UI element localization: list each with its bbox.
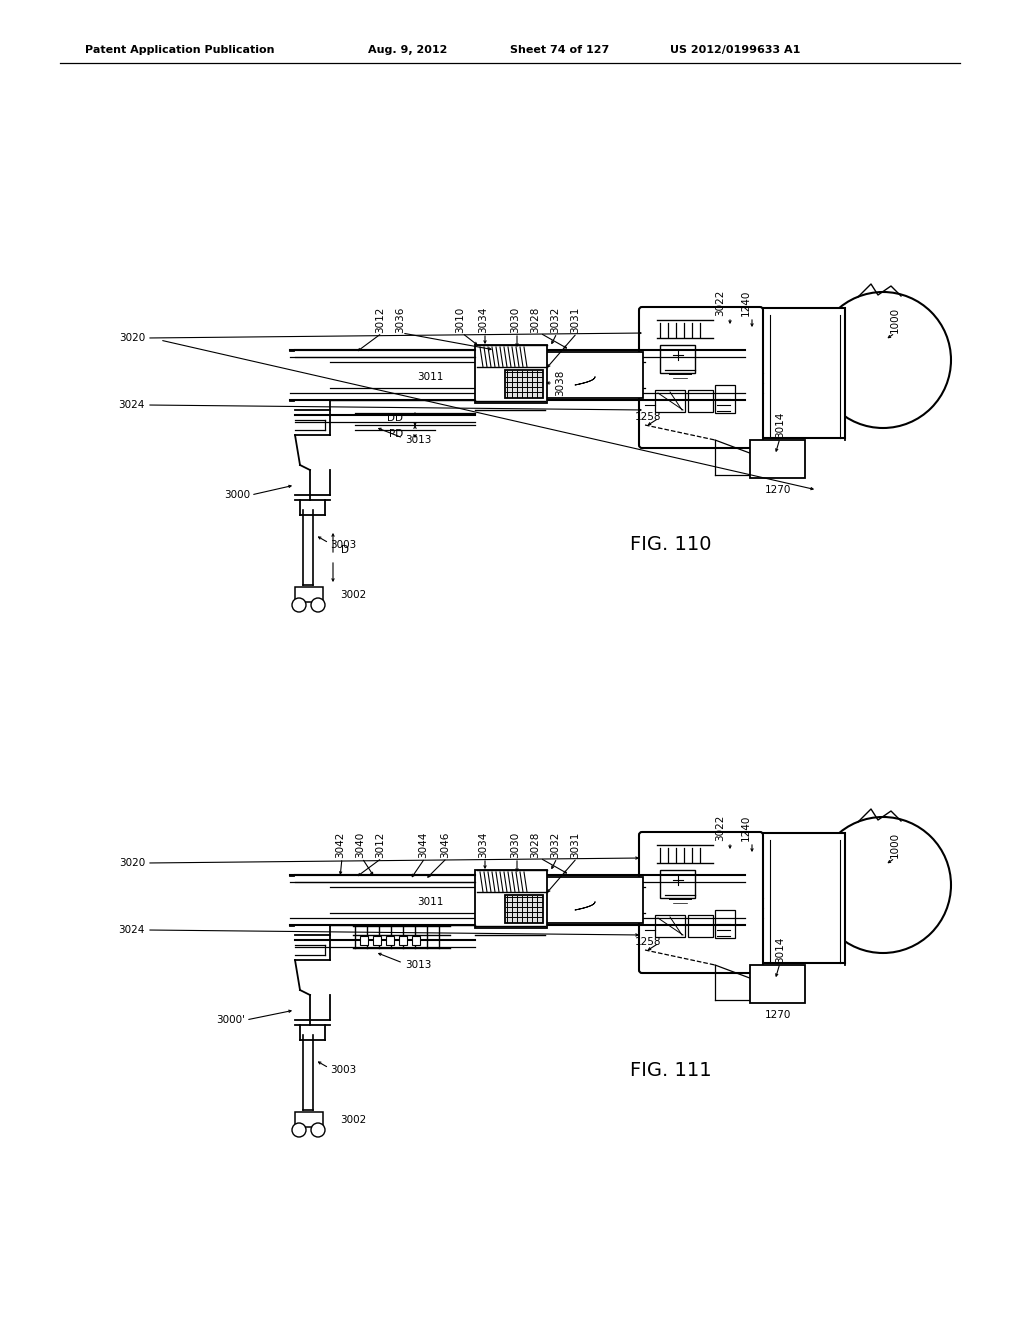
FancyBboxPatch shape	[639, 308, 763, 447]
Circle shape	[292, 598, 306, 612]
Circle shape	[815, 292, 951, 428]
Text: 3014: 3014	[775, 412, 785, 438]
Text: 3046: 3046	[440, 832, 450, 858]
Text: 3042: 3042	[335, 832, 345, 858]
Bar	[715, 909, 735, 939]
Bar	[295, 587, 323, 602]
Text: 3014: 3014	[775, 937, 785, 964]
Bar	[475, 870, 547, 928]
Text: 3002: 3002	[340, 1115, 367, 1125]
Text: 3044: 3044	[418, 832, 428, 858]
Text: 3034: 3034	[478, 832, 488, 858]
Text: 3012: 3012	[375, 306, 385, 333]
Text: 3030: 3030	[510, 306, 520, 333]
FancyBboxPatch shape	[639, 832, 763, 973]
Text: 3000': 3000'	[216, 1015, 245, 1026]
Text: 3031: 3031	[570, 832, 580, 858]
Bar	[660, 345, 695, 374]
Bar	[373, 936, 381, 945]
Bar	[745, 366, 763, 405]
Text: 3038: 3038	[555, 370, 565, 396]
Text: Patent Application Publication: Patent Application Publication	[85, 45, 274, 55]
Bar	[505, 895, 543, 923]
Text: 3024: 3024	[119, 925, 145, 935]
Text: FIG. 110: FIG. 110	[630, 536, 712, 554]
Text: 3040: 3040	[355, 832, 365, 858]
Text: 1270: 1270	[765, 484, 792, 495]
Text: 3022: 3022	[715, 290, 725, 317]
Text: 3030: 3030	[510, 832, 520, 858]
Bar	[660, 870, 695, 898]
Bar	[688, 389, 713, 412]
Text: 3024: 3024	[119, 400, 145, 411]
Text: Aug. 9, 2012: Aug. 9, 2012	[368, 45, 447, 55]
Circle shape	[311, 1123, 325, 1137]
Text: 3032: 3032	[550, 306, 560, 333]
Bar	[412, 936, 420, 945]
Text: D: D	[341, 545, 349, 554]
Text: 1258: 1258	[635, 412, 662, 422]
Text: 1258: 1258	[635, 937, 662, 946]
Text: 3010: 3010	[455, 306, 465, 333]
Text: PD: PD	[389, 429, 403, 440]
Text: 1270: 1270	[765, 1010, 792, 1020]
Text: 3012: 3012	[375, 832, 385, 858]
Bar	[545, 876, 643, 923]
Circle shape	[815, 817, 951, 953]
Text: 3013: 3013	[406, 436, 431, 445]
Text: 1240: 1240	[741, 814, 751, 841]
Text: 3020: 3020	[119, 858, 145, 869]
Text: 3022: 3022	[715, 814, 725, 841]
Bar	[760, 308, 845, 438]
Text: US 2012/0199633 A1: US 2012/0199633 A1	[670, 45, 801, 55]
Text: 3034: 3034	[478, 306, 488, 333]
Text: 3028: 3028	[530, 832, 540, 858]
Text: 3013: 3013	[406, 960, 431, 970]
Bar	[386, 936, 394, 945]
Text: 3011: 3011	[417, 898, 443, 907]
Text: 3011: 3011	[417, 372, 443, 381]
Bar	[360, 936, 368, 945]
Text: 3002: 3002	[340, 590, 367, 601]
Text: FIG. 111: FIG. 111	[630, 1060, 712, 1080]
Text: Sheet 74 of 127: Sheet 74 of 127	[510, 45, 609, 55]
Bar	[750, 965, 805, 1003]
Text: 3003: 3003	[330, 540, 356, 550]
Bar	[505, 370, 543, 399]
Bar	[715, 385, 735, 413]
Bar	[655, 389, 685, 412]
Text: 3031: 3031	[570, 306, 580, 333]
Text: 3036: 3036	[395, 306, 406, 333]
Text: 3020: 3020	[119, 333, 145, 343]
Text: 1000: 1000	[890, 308, 900, 333]
Bar	[295, 1111, 323, 1127]
Bar	[760, 833, 845, 964]
Bar	[475, 345, 547, 403]
Text: DD: DD	[387, 413, 403, 422]
Bar	[745, 890, 763, 931]
Circle shape	[311, 598, 325, 612]
Text: 3028: 3028	[530, 306, 540, 333]
Text: 1000: 1000	[890, 832, 900, 858]
Bar	[399, 936, 407, 945]
Text: 3000: 3000	[224, 490, 250, 500]
Bar	[750, 440, 805, 478]
Bar	[545, 352, 643, 399]
Bar	[655, 915, 685, 937]
Text: 1240: 1240	[741, 290, 751, 317]
Text: 3032: 3032	[550, 832, 560, 858]
Bar	[688, 915, 713, 937]
Circle shape	[292, 1123, 306, 1137]
Text: 3003: 3003	[330, 1065, 356, 1074]
